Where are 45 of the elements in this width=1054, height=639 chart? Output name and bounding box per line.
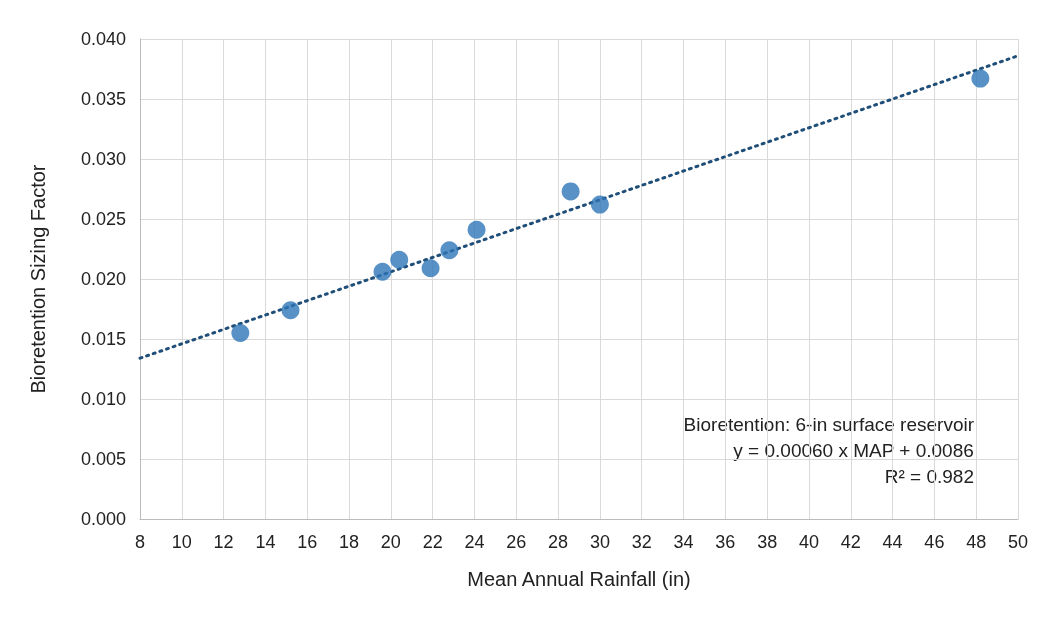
x-tick-label: 28 — [548, 532, 569, 552]
x-tick-label: 22 — [422, 532, 443, 552]
x-tick-label: 8 — [134, 532, 146, 552]
point — [281, 301, 300, 320]
point — [561, 182, 580, 201]
x-tick-label: 14 — [255, 532, 276, 552]
point — [467, 220, 486, 239]
point — [440, 241, 459, 260]
point — [390, 250, 409, 269]
y-tick-label: 0.035 — [80, 89, 126, 109]
annotation: Bioretention: 6-in surface reservoir — [683, 414, 975, 435]
y-tick-label: 0.025 — [80, 209, 126, 229]
x-tick-label: 48 — [966, 532, 987, 552]
point — [373, 262, 392, 281]
x-tick-label: 20 — [380, 532, 401, 552]
x-tick-label: 46 — [924, 532, 945, 552]
y-axis-title: Bioretention Sizing Factor — [27, 164, 49, 394]
x-tick-label: 18 — [339, 532, 360, 552]
x-tick-label: 10 — [171, 532, 192, 552]
y-tick-label: 0.010 — [80, 389, 126, 409]
x-tick-label: 16 — [297, 532, 318, 552]
y-tick-label: 0.005 — [80, 449, 126, 469]
annotation: R² = 0.982 — [884, 466, 974, 487]
x-tick-label: 44 — [882, 532, 903, 552]
x-tick-label: 12 — [213, 532, 234, 552]
y-tick-label: 0.030 — [80, 149, 126, 169]
x-tick-label: 30 — [589, 532, 610, 552]
y-tick-label: 0.040 — [80, 29, 126, 49]
x-tick-label: 42 — [840, 532, 861, 552]
point — [231, 324, 250, 342]
x-tick-label: 24 — [464, 532, 485, 552]
x-tick-label: 26 — [506, 532, 527, 552]
point — [971, 69, 990, 88]
x-tick-label: 32 — [631, 532, 652, 552]
x-tick-label: 34 — [673, 532, 694, 552]
y-tick-label: 0.000 — [80, 509, 126, 529]
y-tick-label: 0.015 — [80, 329, 126, 349]
y-tick-label: 0.020 — [80, 269, 126, 289]
x-tick-label: 38 — [757, 532, 778, 552]
x-axis-title: Mean Annual Rainfall (in) — [467, 568, 691, 590]
x-tick-label: 36 — [715, 532, 736, 552]
x-tick-label: 50 — [1007, 532, 1029, 552]
point — [421, 259, 440, 278]
point — [590, 195, 609, 214]
x-tick-label: 40 — [798, 532, 819, 552]
